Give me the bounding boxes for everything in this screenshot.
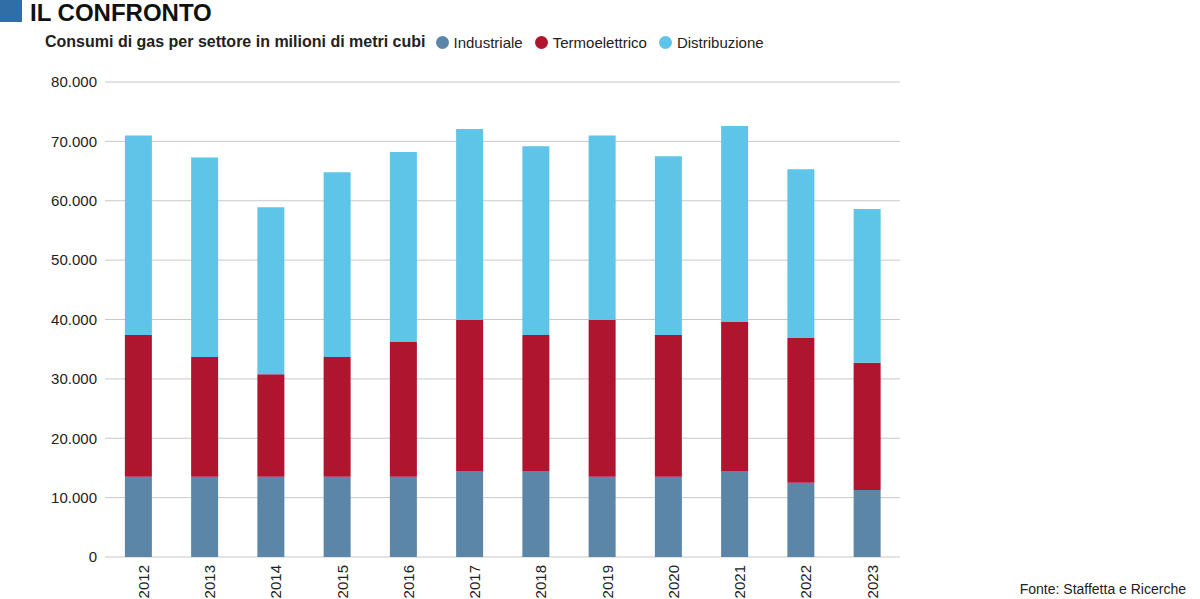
svg-text:2012: 2012 — [135, 565, 152, 598]
svg-text:2023: 2023 — [864, 565, 881, 598]
svg-text:60.000: 60.000 — [51, 192, 97, 209]
svg-text:2021: 2021 — [731, 565, 748, 598]
svg-text:10.000: 10.000 — [51, 489, 97, 506]
html-text:Termoelettrico: Termoelettrico — [552, 33, 647, 51]
svg-text:2013: 2013 — [201, 565, 218, 598]
svg-text:40.000: 40.000 — [51, 311, 97, 328]
svg-text:2020: 2020 — [665, 565, 682, 598]
html-text:IL CONFRONTO: IL CONFRONTO — [30, 0, 212, 26]
svg-text:2016: 2016 — [400, 565, 417, 598]
svg-text:2017: 2017 — [466, 565, 483, 598]
html-text:Fonte: Staffetta e Ricerche: Fonte: Staffetta e Ricerche — [1019, 581, 1186, 597]
html-text:Consumi di gas per settore in: Consumi di gas per settore in milioni di… — [45, 33, 426, 50]
svg-text:20.000: 20.000 — [51, 430, 97, 447]
svg-text:2019: 2019 — [599, 565, 616, 598]
svg-text:30.000: 30.000 — [51, 370, 97, 387]
svg-text:0: 0 — [89, 548, 97, 565]
svg-text:80.000: 80.000 — [51, 73, 97, 90]
svg-text:50.000: 50.000 — [51, 251, 97, 268]
svg-text:2022: 2022 — [797, 565, 814, 598]
html-text:Industriale: Industriale — [453, 33, 523, 51]
html-text:Distribuzione: Distribuzione — [676, 33, 764, 51]
svg-text:2014: 2014 — [267, 565, 284, 598]
svg-text:70.000: 70.000 — [51, 133, 97, 150]
svg-text:2018: 2018 — [532, 565, 549, 598]
svg-text:2015: 2015 — [334, 565, 351, 598]
